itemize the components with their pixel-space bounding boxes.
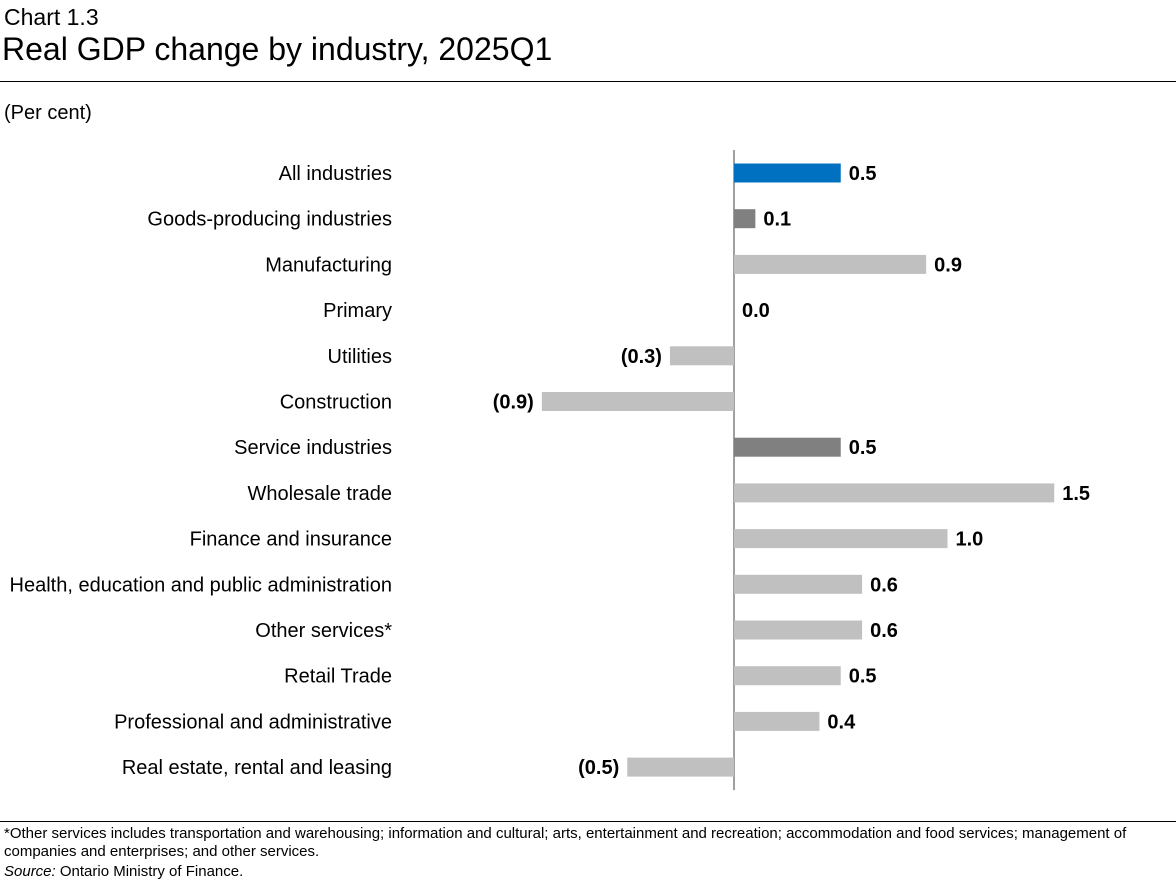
- category-label: Primary: [323, 300, 392, 322]
- source-note: Source: Ontario Ministry of Finance.: [4, 863, 243, 880]
- category-label: Real estate, rental and leasing: [122, 757, 392, 779]
- bar: [669, 346, 734, 366]
- value-label: 1.5: [1062, 483, 1090, 505]
- footnote: *Other services includes transportation …: [4, 825, 1127, 860]
- chart-number: Chart 1.3: [4, 4, 99, 30]
- category-label: Construction: [280, 392, 392, 414]
- bar-chart: All industries 0.5 Goods-producing industr…: [10, 150, 1090, 791]
- category-label: Manufacturing: [265, 254, 392, 276]
- bar: [734, 574, 863, 594]
- bar: [734, 529, 948, 549]
- value-label: (0.3): [621, 346, 662, 368]
- category-label: Finance and insurance: [190, 529, 392, 551]
- footer-divider: [0, 821, 1176, 822]
- units-label: (Per cent): [4, 102, 92, 124]
- source-label: Source:: [4, 863, 56, 880]
- category-label: Goods-producing industries: [147, 209, 392, 231]
- value-label: 0.9: [934, 254, 962, 276]
- value-label: (0.9): [493, 392, 534, 414]
- bar: [734, 620, 863, 640]
- bar: [627, 757, 734, 777]
- title-divider: [0, 81, 1176, 82]
- value-label: (0.5): [578, 757, 619, 779]
- bar: [734, 437, 841, 457]
- value-label: 0.4: [827, 711, 856, 733]
- value-label: 0.0: [742, 300, 770, 322]
- bar: [734, 666, 841, 686]
- bar: [734, 163, 841, 183]
- category-label: All industries: [279, 163, 392, 185]
- bar: [734, 711, 820, 731]
- value-label: 0.5: [849, 163, 877, 185]
- category-label: Health, education and public administrat…: [10, 574, 392, 596]
- bar: [734, 483, 1055, 503]
- bar: [734, 209, 756, 229]
- chart-title: Real GDP change by industry, 2025Q1: [2, 31, 553, 67]
- bar: [734, 254, 927, 274]
- bar: [541, 392, 734, 411]
- category-label: Wholesale trade: [247, 483, 392, 505]
- value-label: 0.6: [870, 574, 898, 596]
- category-label: Professional and administrative: [114, 711, 392, 733]
- value-label: 0.5: [849, 666, 877, 688]
- value-label: 0.5: [849, 437, 877, 459]
- category-label: Service industries: [234, 437, 392, 459]
- value-label: 0.1: [763, 209, 791, 231]
- value-label: 0.6: [870, 620, 898, 642]
- value-label: 1.0: [956, 529, 984, 551]
- source-text: Ontario Ministry of Finance.: [55, 863, 244, 880]
- category-label: Retail Trade: [284, 666, 392, 688]
- category-label: Other services*: [255, 620, 392, 642]
- category-label: Utilities: [328, 346, 392, 368]
